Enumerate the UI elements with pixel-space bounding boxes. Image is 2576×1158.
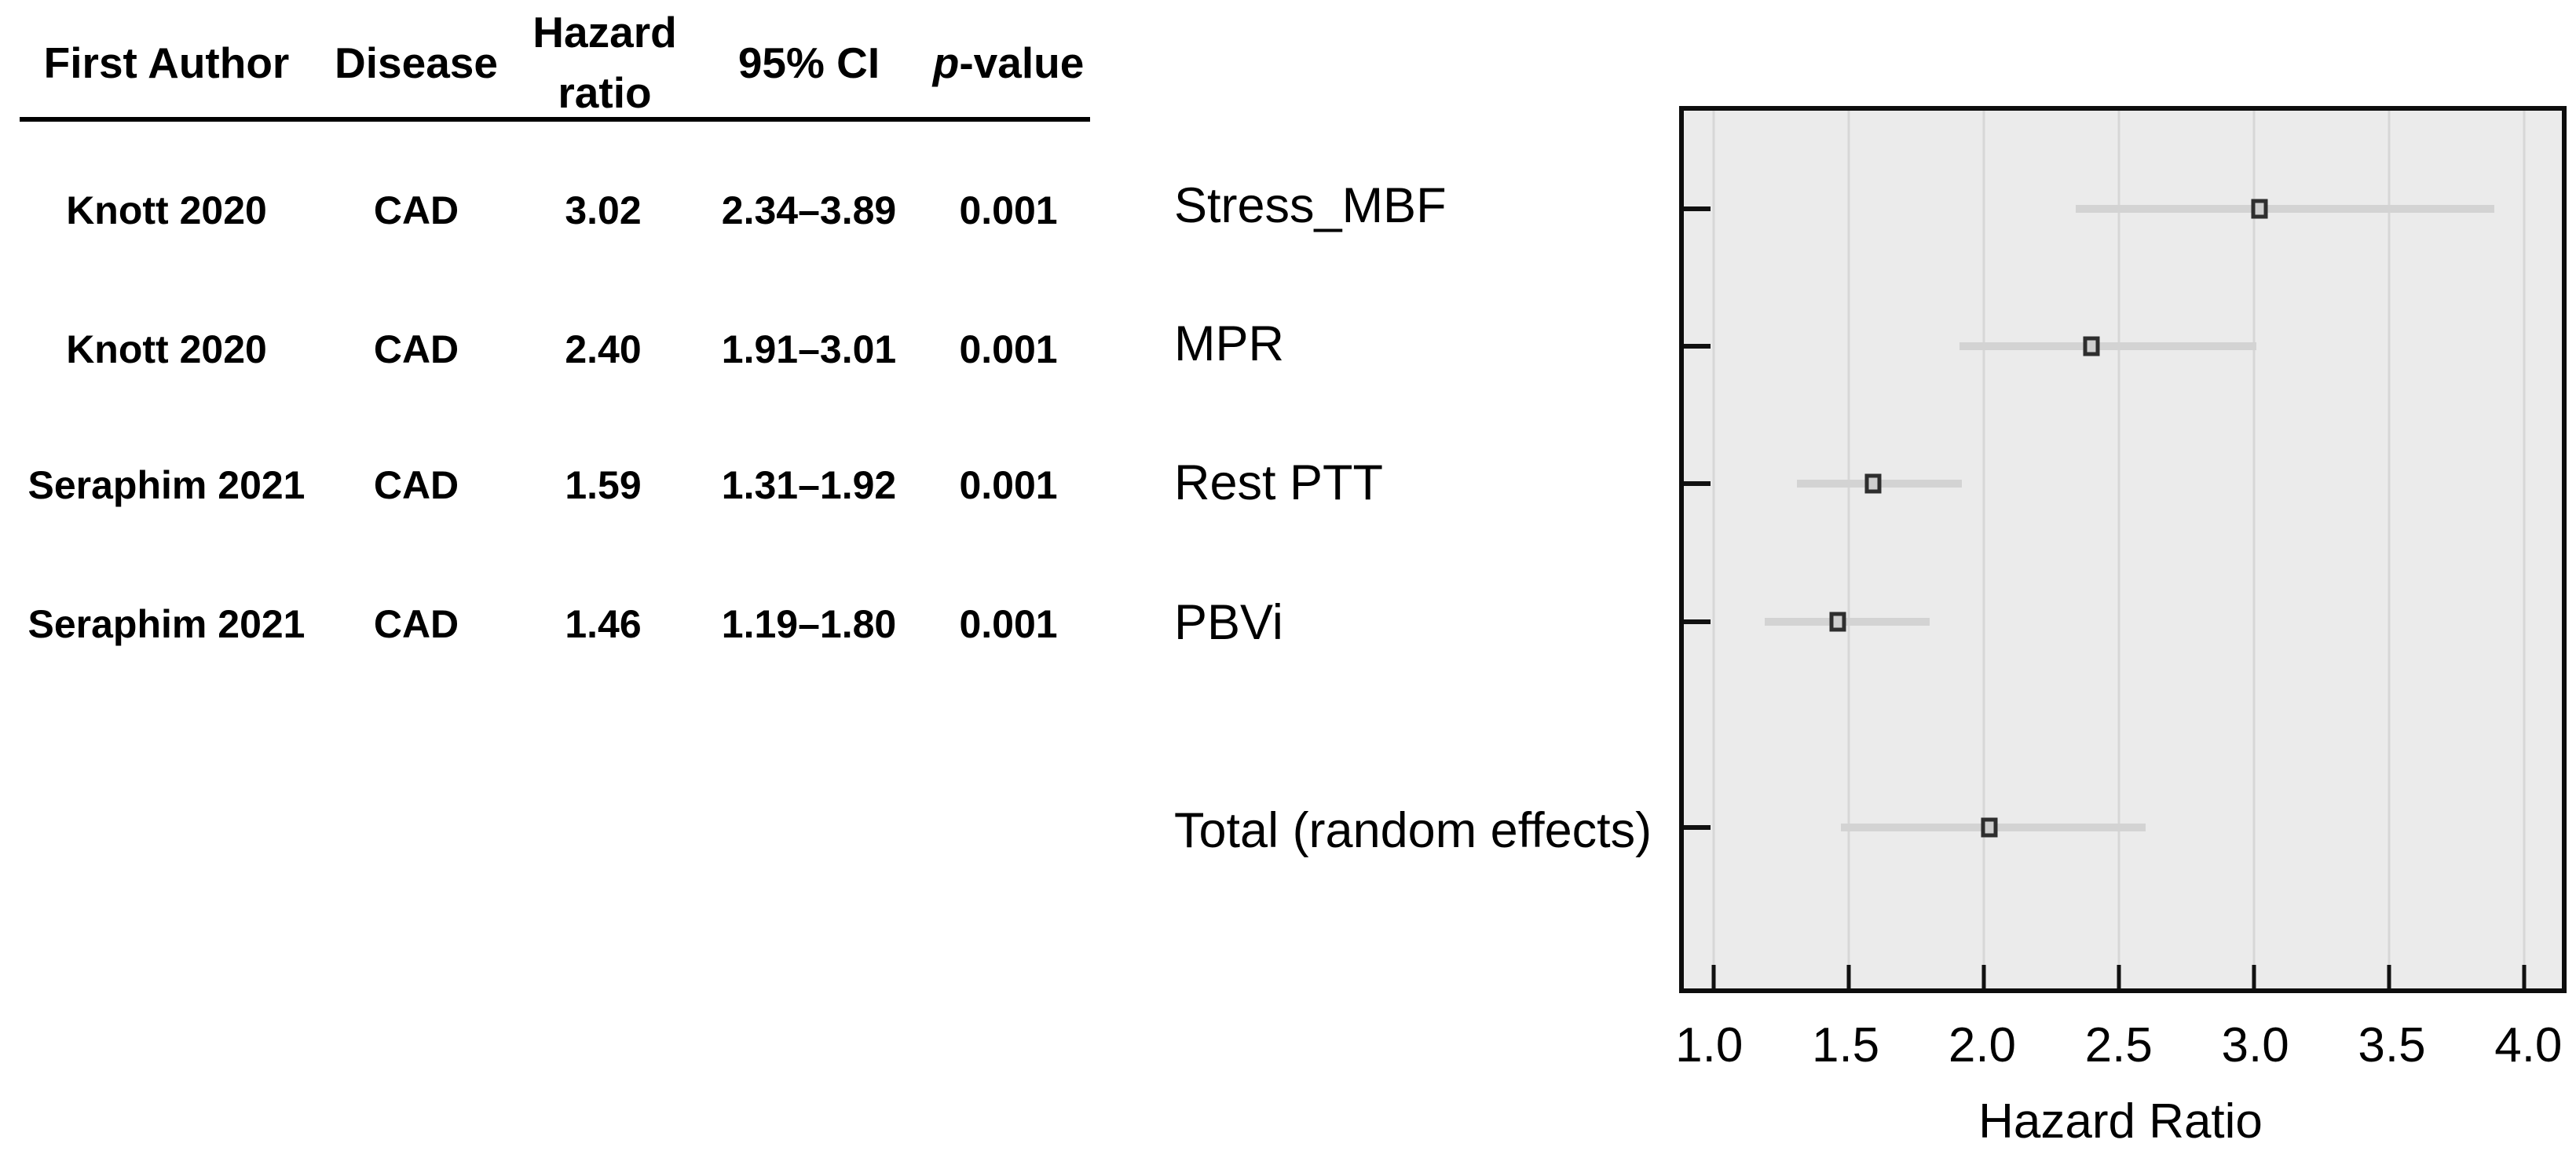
- y-axis-tick: [1684, 481, 1711, 487]
- cell-ci: 1.91–3.01: [721, 327, 897, 371]
- x-axis-tick: [2387, 965, 2391, 988]
- x-axis-tick: [1711, 965, 1716, 988]
- row-label: PBVi: [1174, 594, 1283, 650]
- p-value-italic-p: p: [932, 38, 960, 87]
- y-axis-tick: [1684, 343, 1711, 349]
- col-header-first-author: First Author: [43, 38, 290, 87]
- vertical-gridline: [2523, 111, 2526, 988]
- y-axis-tick: [1684, 206, 1711, 212]
- col-header-p-value: p-value: [933, 38, 1085, 88]
- x-tick-label: 2.0: [1948, 1018, 2017, 1072]
- cell-ci: 1.19–1.80: [721, 602, 897, 646]
- x-tick-label: 1.5: [1811, 1018, 1880, 1072]
- x-tick-label: 3.5: [2358, 1018, 2426, 1072]
- ci-line: [2075, 205, 2494, 214]
- forest-plot-frame: [1679, 106, 2567, 993]
- cell-author: Knott 2020: [66, 327, 267, 371]
- cell-hr: 2.40: [565, 327, 642, 371]
- hr-marker: [1981, 817, 1998, 838]
- cell-disease: CAD: [373, 463, 459, 507]
- row-labels: Stress_MBF MPR Rest PTT PBVi Total (random e…: [1174, 106, 1677, 993]
- cell-p: 0.001: [959, 327, 1058, 371]
- y-axis-tick: [1684, 825, 1711, 831]
- x-axis-tick: [1981, 965, 1986, 988]
- x-tick-label: 3.0: [2221, 1018, 2289, 1072]
- col-header-95ci: 95% CI: [737, 38, 880, 87]
- table-header-rule: [20, 117, 1090, 122]
- cell-disease: CAD: [373, 602, 459, 646]
- x-axis-labels: 1.0 1.5 2.0 2.5 3.0 3.5 4.0: [1675, 1017, 2567, 1076]
- plot-inner: [1684, 111, 2562, 988]
- cell-hr: 3.02: [565, 188, 642, 232]
- vertical-gridline: [2252, 111, 2256, 988]
- x-tick-label: 4.0: [2494, 1018, 2563, 1072]
- cell-p: 0.001: [959, 602, 1058, 646]
- col-header-disease: Disease: [335, 38, 498, 87]
- vertical-gridline: [1847, 111, 1850, 988]
- cell-disease: CAD: [373, 188, 459, 232]
- hr-marker: [2083, 336, 2100, 356]
- x-axis-tick: [2117, 965, 2121, 988]
- ci-line: [1959, 342, 2257, 350]
- cell-hr: 1.46: [565, 602, 642, 646]
- vertical-gridline: [1982, 111, 1985, 988]
- x-axis-title: Hazard Ratio: [1978, 1094, 2263, 1149]
- cell-author: Seraphim 2021: [27, 463, 306, 507]
- cell-author: Seraphim 2021: [27, 602, 306, 646]
- hr-marker: [1829, 612, 1846, 632]
- cell-ci: 2.34–3.89: [721, 188, 897, 232]
- cell-hr: 1.59: [565, 463, 642, 507]
- row-label: Stress_MBF: [1174, 177, 1447, 233]
- y-axis-tick: [1684, 619, 1711, 624]
- x-axis-tick: [1846, 965, 1851, 988]
- row-label: Total (random effects): [1174, 803, 1652, 859]
- cell-ci: 1.31–1.92: [721, 463, 897, 507]
- ci-line: [1765, 617, 1930, 626]
- col-header-hazard-ratio: Hazard ratio: [532, 8, 677, 117]
- cell-p: 0.001: [959, 188, 1058, 232]
- x-tick-label: 2.5: [2084, 1018, 2153, 1072]
- cell-author: Knott 2020: [66, 188, 267, 232]
- cell-disease: CAD: [373, 327, 459, 371]
- x-axis-tick: [2252, 965, 2256, 988]
- x-axis-tick: [2522, 965, 2527, 988]
- row-label: MPR: [1174, 316, 1284, 371]
- hr-marker: [1864, 473, 1882, 494]
- row-label: Rest PTT: [1174, 455, 1384, 511]
- vertical-gridline: [2388, 111, 2391, 988]
- hr-marker: [2251, 199, 2268, 219]
- p-value-rest: -value: [959, 38, 1085, 87]
- vertical-gridline: [2117, 111, 2120, 988]
- vertical-gridline: [1712, 111, 1715, 988]
- cell-p: 0.001: [959, 463, 1058, 507]
- x-tick-label: 1.0: [1675, 1018, 1744, 1072]
